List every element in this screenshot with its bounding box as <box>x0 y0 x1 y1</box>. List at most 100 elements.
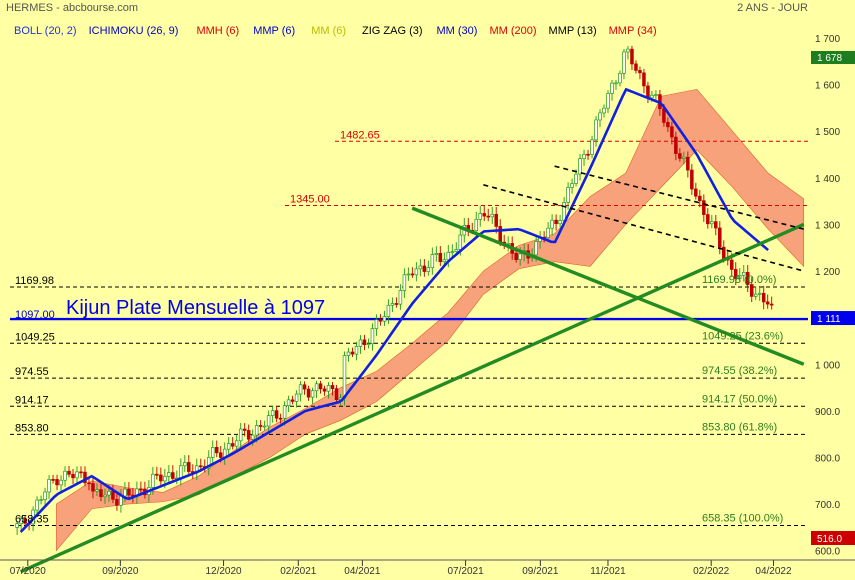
candle-body <box>566 187 570 203</box>
candle-body <box>390 303 395 306</box>
trend-support-uptrend <box>19 222 805 574</box>
x-tick-5: 07/2021 <box>448 566 485 577</box>
y-tick-11: 600.0 <box>815 547 840 558</box>
y-tick-0: 1 700 <box>815 34 840 45</box>
candle-body <box>183 462 187 467</box>
indicator-6: MM (30) <box>436 25 478 37</box>
indicator-5: ZIG ZAG (3) <box>362 25 423 37</box>
level-label-2: 1169.98 <box>15 275 54 287</box>
candle-body <box>546 227 550 239</box>
candle-body <box>666 122 670 128</box>
candle-body <box>738 274 742 279</box>
candle-body <box>111 491 115 500</box>
candle-body <box>39 499 43 501</box>
candle-body <box>686 156 690 171</box>
candle-body <box>342 355 347 399</box>
candle-body <box>95 489 99 492</box>
level-label-4: 1049.25 <box>15 331 55 343</box>
candle-body <box>55 479 59 486</box>
candle-body <box>350 351 355 355</box>
y-tick-1: 1 600 <box>815 81 840 92</box>
candle-body <box>318 383 323 390</box>
candle-body <box>558 220 562 225</box>
candle-body <box>482 213 486 217</box>
fib-label-1: 1049.25 (23.6%) <box>702 330 783 342</box>
candle-body <box>646 85 650 99</box>
candle-body <box>714 221 718 229</box>
candle-body <box>690 169 694 190</box>
candle-body <box>382 316 387 322</box>
candle-body <box>354 346 359 355</box>
candle-body <box>606 93 610 109</box>
fib-label-4: 853.80 (61.8%) <box>702 421 777 433</box>
y-tick-3: 1 400 <box>815 174 840 185</box>
candle-body <box>87 482 91 485</box>
candle-body <box>15 523 19 528</box>
candle-body <box>446 251 451 261</box>
candle-body <box>199 465 203 468</box>
candle-body <box>430 254 435 269</box>
candle-body <box>494 213 498 227</box>
y-tick-9: 800.0 <box>815 453 840 464</box>
current-price-tag-bg <box>811 311 855 326</box>
min-price-tag: 516.0 <box>817 534 842 545</box>
candle-body <box>310 390 315 398</box>
candle-body <box>398 290 403 305</box>
candle-body <box>63 470 67 481</box>
level-labels: 1482.65 1345.00 1169.98 1097.00 1049.25 974.5… <box>15 129 783 525</box>
candle-body <box>434 252 439 255</box>
chart-title: HERMES - abcbourse.com <box>6 2 139 14</box>
level-label-3: 1097.00 <box>15 309 55 321</box>
candle-body <box>230 443 235 447</box>
candle-body <box>514 253 518 260</box>
candle-body <box>326 385 331 392</box>
candle-body <box>638 70 642 74</box>
fib-label-2: 974.55 (38.2%) <box>702 365 777 377</box>
level-label-7: 853.80 <box>15 422 49 434</box>
candle-body <box>454 249 459 252</box>
candle-body <box>682 156 686 159</box>
candle-body <box>334 388 339 401</box>
level-label-6: 914.17 <box>15 394 49 406</box>
candle-body <box>302 384 307 390</box>
candle-body <box>730 259 734 270</box>
candle-body <box>218 452 223 458</box>
candle-body <box>670 126 674 138</box>
trend-cross-downtrend <box>411 206 805 366</box>
candle-body <box>486 215 490 218</box>
x-tick-8: 02/2022 <box>693 566 730 577</box>
candle-body <box>438 252 443 263</box>
trend-lines <box>19 165 805 574</box>
candle-body <box>322 388 327 392</box>
candle-body <box>151 473 155 488</box>
chart-period: 2 ANS - JOUR <box>737 2 808 14</box>
x-tick-1: 09/2020 <box>102 566 139 577</box>
trend-channel-lower <box>483 184 804 272</box>
candle-body <box>410 273 415 276</box>
candle-body <box>594 119 598 141</box>
x-tick-9: 04/2022 <box>755 566 792 577</box>
candle-body <box>75 471 79 479</box>
candle-body <box>278 417 283 420</box>
candle-body <box>622 51 626 74</box>
horizontal-levels <box>10 140 808 526</box>
candle-body <box>769 303 774 306</box>
candle-body <box>402 274 407 291</box>
candle-body <box>678 153 682 159</box>
candle-body <box>694 188 698 197</box>
candle-body <box>83 471 87 484</box>
candle-body <box>745 271 750 285</box>
ichimoku-cloud <box>55 88 805 552</box>
min-price-tag-bg <box>811 531 855 545</box>
candle-body <box>741 271 746 276</box>
candle-body <box>518 253 522 260</box>
candle-body <box>394 303 399 305</box>
candle-body <box>262 425 267 428</box>
x-tick-6: 09/2021 <box>522 566 559 577</box>
candle-body <box>266 415 271 427</box>
fib-label-3: 914.17 (50.0%) <box>702 393 777 405</box>
candle-body <box>698 195 702 202</box>
candle-body <box>123 488 127 497</box>
candle-body <box>642 72 646 87</box>
